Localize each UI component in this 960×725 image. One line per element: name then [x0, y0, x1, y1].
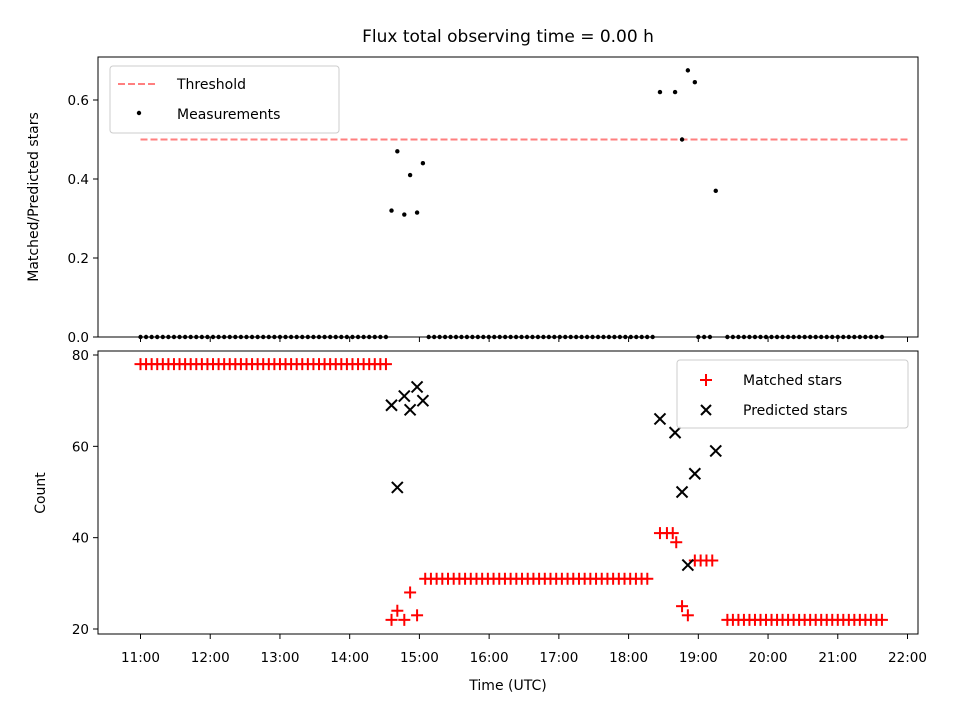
bottom-axes-frame — [97, 350, 919, 635]
measurement-point — [389, 208, 394, 213]
y-tick-label: 60 — [72, 439, 89, 455]
bottom-legend: Matched stars Predicted stars — [676, 359, 909, 429]
predicted-star-point — [675, 485, 689, 499]
y-tick-label: 20 — [72, 622, 89, 638]
matched-star-point — [681, 609, 694, 622]
measurement-point — [692, 80, 698, 85]
matched-star-point — [670, 536, 683, 549]
bottom-y-ticks: 20 40 60 80 — [72, 348, 98, 638]
bottom-y-axis-label: Count — [33, 472, 49, 514]
measurement-point — [713, 188, 718, 194]
matched-star-point — [875, 613, 888, 626]
predicted-star-point — [385, 399, 398, 412]
matched-star-point — [379, 358, 392, 371]
predicted-star-point — [416, 394, 430, 407]
y-tick-label: 40 — [72, 531, 89, 547]
matched-star-point — [411, 609, 424, 622]
top-y-ticks: 0.0 0.2 0.4 0.6 — [68, 93, 98, 346]
bottom-x-ticks: 11:00 12:00 13:00 14:00 15:00 16:00 17:00 18:00… — [121, 634, 927, 666]
measurement-point — [685, 68, 691, 73]
matched-star-point — [398, 613, 411, 626]
measurement-point — [395, 149, 400, 154]
predicted-stars-layer — [385, 380, 722, 572]
y-tick-label: 0.2 — [68, 251, 89, 267]
measurement-point — [672, 89, 678, 95]
y-tick-label: 0.0 — [68, 330, 89, 346]
matched-star-point — [391, 604, 404, 617]
top-legend-box — [109, 65, 340, 134]
predicted-star-point — [391, 481, 404, 494]
predicted-star-point — [398, 389, 411, 403]
legend-predicted-swatch — [700, 404, 712, 416]
predicted-star-point — [653, 412, 667, 426]
x-tick-label: 14:00 — [330, 650, 369, 666]
measurement-point — [679, 137, 685, 142]
x-tick-label: 22:00 — [888, 650, 927, 666]
x-tick-label: 20:00 — [749, 650, 788, 666]
x-tick-label: 12:00 — [191, 650, 230, 666]
x-tick-label: 17:00 — [539, 650, 578, 666]
legend-threshold-label: Threshold — [176, 77, 246, 93]
top-y-axis-label: Matched/Predicted stars — [26, 112, 42, 282]
x-tick-label: 15:00 — [400, 650, 439, 666]
matched-star-point — [641, 572, 654, 585]
measurement-point — [657, 89, 663, 95]
predicted-star-point — [403, 403, 417, 417]
measurement-point — [407, 172, 413, 178]
x-tick-label: 16:00 — [470, 650, 509, 666]
top-legend: Threshold Measurements — [109, 65, 340, 134]
legend-matched-swatch — [700, 374, 712, 386]
predicted-star-point — [681, 558, 695, 572]
x-tick-label: 11:00 — [121, 650, 160, 666]
x-tick-label: 19:00 — [679, 650, 718, 666]
top-panel: Flux total observing time = 0.00 h 0.00.… — [26, 27, 919, 346]
matched-star-point — [706, 554, 719, 567]
bottom-legend-box — [676, 359, 909, 429]
top-axes-frame — [97, 56, 919, 338]
legend-measurements-swatch — [136, 110, 142, 116]
y-tick-label: 80 — [72, 348, 89, 364]
chart-title: Flux total observing time = 0.00 h — [362, 27, 654, 47]
x-tick-label: 13:00 — [261, 650, 300, 666]
matched-star-point — [385, 613, 398, 626]
matched-star-point — [404, 586, 417, 599]
predicted-star-point — [410, 380, 424, 394]
y-tick-label: 0.6 — [68, 93, 89, 109]
measurement-point — [414, 210, 420, 215]
legend-measurements-label: Measurements — [177, 107, 280, 123]
predicted-star-point — [688, 467, 702, 480]
predicted-star-point — [668, 426, 682, 439]
top-x-ticks — [140, 337, 908, 342]
predicted-star-point — [709, 444, 722, 458]
measurement-point — [402, 212, 407, 217]
measurement-point — [420, 161, 426, 166]
legend-matched-label: Matched stars — [743, 373, 842, 389]
y-tick-label: 0.4 — [68, 172, 89, 188]
legend-predicted-label: Predicted stars — [743, 403, 848, 419]
matched-star-point — [666, 527, 679, 540]
x-tick-label: 21:00 — [818, 650, 857, 666]
x-tick-label: 18:00 — [609, 650, 648, 666]
matched-star-point — [676, 600, 689, 613]
matched-stars-layer — [134, 358, 888, 626]
x-axis-label: Time (UTC) — [468, 678, 546, 694]
